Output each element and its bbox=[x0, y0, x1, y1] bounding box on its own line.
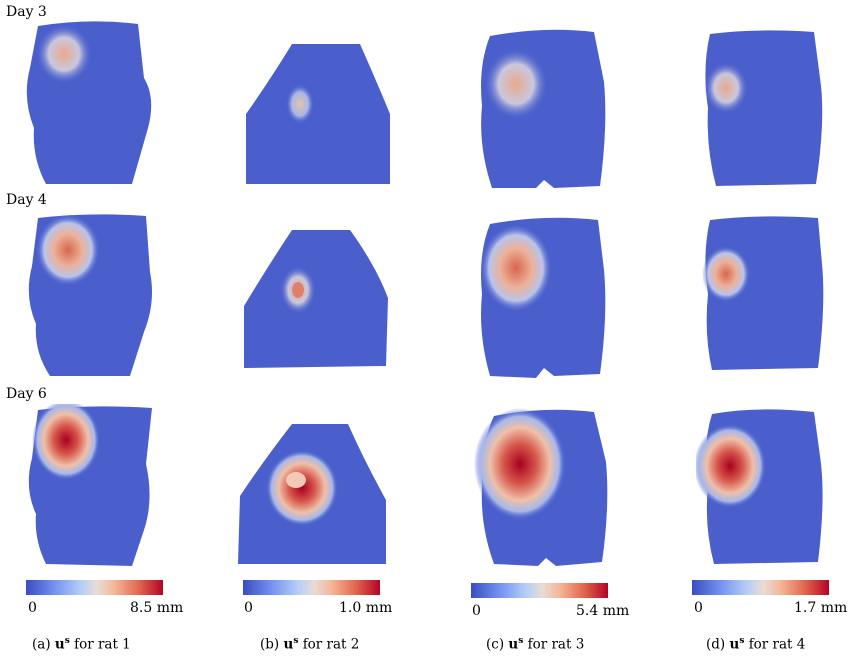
colorbar-rat2-max: 1.0 mm bbox=[339, 600, 393, 616]
caption-rat2-prefix: (b) bbox=[260, 636, 280, 653]
caption-rat1-symbol: u bbox=[54, 636, 65, 653]
heatmap-rat3-day6 bbox=[474, 408, 608, 566]
caption-rat3-symbol: u bbox=[508, 636, 519, 653]
caption-rat2: (b) us for rat 2 bbox=[260, 636, 359, 653]
day-4-label: Day 4 bbox=[6, 192, 47, 208]
colorbar-rat4-max: 1.7 mm bbox=[794, 600, 848, 616]
caption-rat3: (c) us for rat 3 bbox=[486, 636, 584, 653]
caption-rat4-suffix: for rat 4 bbox=[748, 636, 806, 653]
caption-rat2-sup: s bbox=[293, 636, 299, 646]
caption-rat4-prefix: (d) bbox=[706, 636, 726, 653]
heatmap-rat4-day6 bbox=[696, 409, 823, 564]
heatmap-rat1-day3 bbox=[26, 21, 152, 184]
caption-rat4-symbol: u bbox=[729, 636, 740, 653]
caption-rat2-suffix: for rat 2 bbox=[302, 636, 360, 653]
colorbar-rat4-min: 0 bbox=[694, 600, 703, 616]
heatmap-rat2-day4 bbox=[244, 230, 388, 368]
day-6-label: Day 6 bbox=[6, 386, 47, 402]
heatmap-rat2-day6 bbox=[238, 424, 386, 564]
heatmap-rat1-day6 bbox=[28, 404, 152, 566]
caption-rat1: (a) us for rat 1 bbox=[32, 636, 131, 653]
caption-rat4: (d) us for rat 4 bbox=[706, 636, 805, 653]
caption-rat3-prefix: (c) bbox=[486, 636, 505, 653]
colorbar-rat1-min: 0 bbox=[28, 600, 37, 616]
heatmap-rat4-day3 bbox=[704, 30, 823, 187]
colorbar-rat2 bbox=[243, 580, 380, 595]
caption-rat3-suffix: for rat 3 bbox=[527, 636, 585, 653]
colorbar-rat4 bbox=[692, 580, 829, 595]
colorbar-rat3-min: 0 bbox=[472, 603, 481, 619]
heatmap-rat4-day4 bbox=[702, 216, 824, 370]
heatmap-rat3-day4 bbox=[480, 217, 606, 378]
colorbar-rat3-max: 5.4 mm bbox=[576, 603, 630, 619]
colorbar-rat1 bbox=[26, 580, 163, 595]
caption-rat1-prefix: (a) bbox=[32, 636, 51, 653]
caption-rat3-sup: s bbox=[518, 636, 524, 646]
day-3-label: Day 3 bbox=[6, 4, 47, 20]
colorbar-rat2-min: 0 bbox=[244, 600, 253, 616]
heatmap-rat2-day3 bbox=[246, 44, 390, 184]
caption-rat1-sup: s bbox=[64, 636, 70, 646]
caption-rat2-symbol: u bbox=[283, 636, 294, 653]
caption-rat1-suffix: for rat 1 bbox=[74, 636, 131, 653]
colorbar-rat1-max: 8.5 mm bbox=[130, 600, 184, 616]
heatmap-rat3-day3 bbox=[481, 29, 606, 188]
caption-rat4-sup: s bbox=[739, 636, 745, 646]
heatmap-rat1-day4 bbox=[28, 214, 152, 376]
colorbar-rat3 bbox=[471, 583, 608, 598]
